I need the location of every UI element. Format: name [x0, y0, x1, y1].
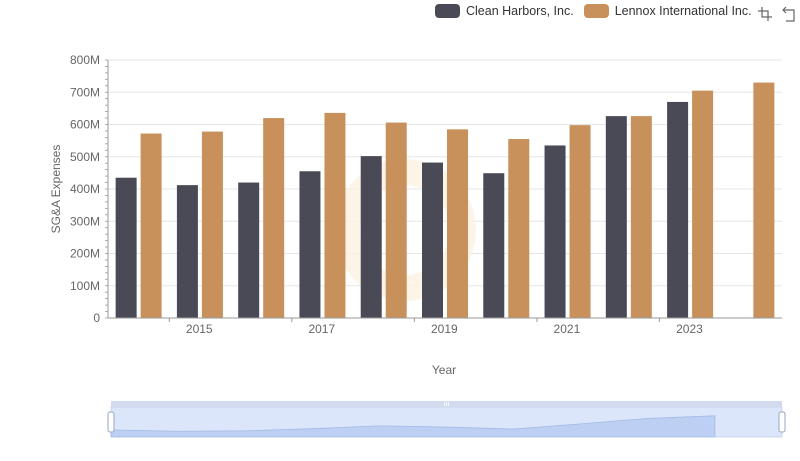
bar-lennox-2023[interactable] [692, 90, 714, 318]
bar-clean-harbors-2017[interactable] [299, 171, 321, 318]
y-tick-label: 100M [70, 279, 100, 293]
y-tick-label: 200M [70, 247, 100, 261]
y-tick-label: 0 [93, 311, 100, 325]
bar-lennox-2016[interactable] [263, 118, 285, 318]
legend: Clean Harbors, Inc. Lennox International… [435, 4, 762, 18]
legend-swatch-lennox [583, 4, 609, 18]
x-tick-label: 2015 [186, 322, 213, 336]
bar-lennox-2017[interactable] [324, 112, 346, 318]
bar-lennox-2019[interactable] [447, 129, 468, 318]
bar-lennox-2015[interactable] [201, 131, 223, 318]
x-tick-label: 2021 [554, 322, 581, 336]
bar-lennox-2020[interactable] [508, 139, 530, 318]
legend-label-clean-harbors: Clean Harbors, Inc. [466, 4, 574, 18]
datazoom-selection[interactable] [111, 407, 782, 437]
y-tick-label: 700M [70, 85, 100, 99]
bars [115, 82, 775, 319]
datazoom-preview [110, 415, 716, 438]
y-tick-label: 500M [70, 150, 100, 164]
legend-swatch-clean-harbors [435, 4, 460, 18]
x-tick-label: 2017 [308, 322, 335, 336]
y-axis-title: SG&A Expenses [49, 145, 63, 234]
bar-clean-harbors-2023[interactable] [667, 101, 689, 318]
datazoom-slider[interactable] [107, 401, 786, 438]
legend-item-clean-harbors[interactable]: Clean Harbors, Inc. [435, 4, 574, 18]
toolbox [748, 6, 798, 22]
bar-clean-harbors-2015[interactable] [176, 185, 198, 318]
bar-clean-harbors-2022[interactable] [605, 116, 627, 319]
bar-clean-harbors-2018[interactable] [360, 156, 382, 318]
bar-clean-harbors-2020[interactable] [483, 173, 505, 318]
y-tick-label: 300M [70, 214, 100, 228]
bar-clean-harbors-2016[interactable] [238, 182, 260, 318]
bar-clean-harbors-2021[interactable] [544, 145, 566, 318]
bar-clean-harbors-2014[interactable] [115, 177, 137, 318]
bar-lennox-2014[interactable] [140, 133, 162, 318]
datazoom-left-handle[interactable] [107, 411, 115, 433]
bar-clean-harbors-2019[interactable] [422, 162, 443, 318]
legend-label-lennox: Lennox International Inc. [614, 4, 752, 18]
bar-lennox-2018[interactable] [385, 122, 407, 318]
axes: 0 100M 200M 300M 400M 500M 600M 700M 800M 2015 201… [70, 53, 782, 336]
zoom-icon[interactable] [757, 6, 773, 22]
datazoom-right-handle[interactable] [778, 411, 786, 433]
y-tick-label: 600M [70, 118, 100, 132]
bar-lennox-2024[interactable] [753, 82, 775, 318]
restore-icon[interactable] [782, 6, 798, 22]
bar-lennox-2022[interactable] [630, 116, 652, 319]
x-tick-label: 2023 [676, 322, 703, 336]
x-axis-title: Year [432, 363, 456, 377]
y-tick-label: 800M [70, 53, 100, 67]
bar-lennox-2021[interactable] [569, 125, 591, 319]
x-tick-label: 2019 [431, 322, 458, 336]
y-tick-label: 400M [70, 182, 100, 196]
legend-item-lennox[interactable]: Lennox International Inc. [583, 4, 752, 18]
